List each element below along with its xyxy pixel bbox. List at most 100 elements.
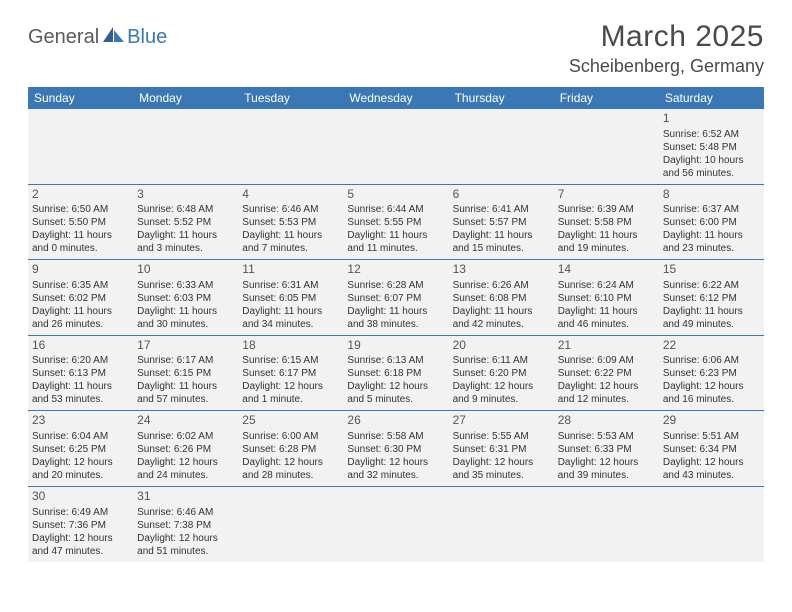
daylight-text: Daylight: 11 hours and 53 minutes. [32,380,129,406]
daylight-text: Daylight: 11 hours and 15 minutes. [453,229,550,255]
sunrise-text: Sunrise: 6:13 AM [347,354,444,367]
sunset-text: Sunset: 6:33 PM [558,443,655,456]
day-cell: 28Sunrise: 5:53 AMSunset: 6:33 PMDayligh… [554,411,659,487]
sunset-text: Sunset: 6:28 PM [242,443,339,456]
day-cell: 29Sunrise: 5:51 AMSunset: 6:34 PMDayligh… [659,411,764,487]
day-cell: 4Sunrise: 6:46 AMSunset: 5:53 PMDaylight… [238,184,343,260]
day-cell: 15Sunrise: 6:22 AMSunset: 6:12 PMDayligh… [659,260,764,336]
weekday-header: Monday [133,87,238,109]
day-cell: 24Sunrise: 6:02 AMSunset: 6:26 PMDayligh… [133,411,238,487]
day-cell: 19Sunrise: 6:13 AMSunset: 6:18 PMDayligh… [343,335,448,411]
day-cell: 8Sunrise: 6:37 AMSunset: 6:00 PMDaylight… [659,184,764,260]
sunrise-text: Sunrise: 6:52 AM [663,128,760,141]
day-cell: 14Sunrise: 6:24 AMSunset: 6:10 PMDayligh… [554,260,659,336]
sunrise-text: Sunrise: 6:46 AM [137,506,234,519]
sunset-text: Sunset: 5:52 PM [137,216,234,229]
daylight-text: Daylight: 12 hours and 43 minutes. [663,456,760,482]
day-number: 10 [137,262,234,278]
day-cell: 9Sunrise: 6:35 AMSunset: 6:02 PMDaylight… [28,260,133,336]
calendar-row: 16Sunrise: 6:20 AMSunset: 6:13 PMDayligh… [28,335,764,411]
sunset-text: Sunset: 6:26 PM [137,443,234,456]
sunrise-text: Sunrise: 6:44 AM [347,203,444,216]
day-cell: 11Sunrise: 6:31 AMSunset: 6:05 PMDayligh… [238,260,343,336]
sunset-text: Sunset: 6:23 PM [663,367,760,380]
day-number: 18 [242,338,339,354]
day-number: 2 [32,187,129,203]
logo: General Blue [28,26,167,49]
day-number: 15 [663,262,760,278]
day-number: 6 [453,187,550,203]
weekday-header: Sunday [28,87,133,109]
sunrise-text: Sunrise: 6:06 AM [663,354,760,367]
day-number: 19 [347,338,444,354]
day-number: 24 [137,413,234,429]
day-cell: 5Sunrise: 6:44 AMSunset: 5:55 PMDaylight… [343,184,448,260]
daylight-text: Daylight: 11 hours and 42 minutes. [453,305,550,331]
day-cell: 1Sunrise: 6:52 AMSunset: 5:48 PMDaylight… [659,109,764,184]
daylight-text: Daylight: 12 hours and 47 minutes. [32,532,129,558]
sunset-text: Sunset: 6:12 PM [663,292,760,305]
daylight-text: Daylight: 11 hours and 46 minutes. [558,305,655,331]
title-block: March 2025 Scheibenberg, Germany [569,20,764,77]
daylight-text: Daylight: 12 hours and 16 minutes. [663,380,760,406]
daylight-text: Daylight: 12 hours and 20 minutes. [32,456,129,482]
daylight-text: Daylight: 11 hours and 49 minutes. [663,305,760,331]
sunrise-text: Sunrise: 5:53 AM [558,430,655,443]
sunset-text: Sunset: 6:00 PM [663,216,760,229]
logo-sail-icon [103,26,125,49]
day-cell: 10Sunrise: 6:33 AMSunset: 6:03 PMDayligh… [133,260,238,336]
day-cell: 16Sunrise: 6:20 AMSunset: 6:13 PMDayligh… [28,335,133,411]
sunset-text: Sunset: 6:30 PM [347,443,444,456]
daylight-text: Daylight: 11 hours and 0 minutes. [32,229,129,255]
daylight-text: Daylight: 12 hours and 24 minutes. [137,456,234,482]
sunset-text: Sunset: 6:13 PM [32,367,129,380]
calendar-row: 1Sunrise: 6:52 AMSunset: 5:48 PMDaylight… [28,109,764,184]
sunrise-text: Sunrise: 6:17 AM [137,354,234,367]
sunset-text: Sunset: 6:15 PM [137,367,234,380]
day-number: 5 [347,187,444,203]
sunrise-text: Sunrise: 6:20 AM [32,354,129,367]
calendar-row: 2Sunrise: 6:50 AMSunset: 5:50 PMDaylight… [28,184,764,260]
sunrise-text: Sunrise: 6:39 AM [558,203,655,216]
day-number: 26 [347,413,444,429]
day-cell: 26Sunrise: 5:58 AMSunset: 6:30 PMDayligh… [343,411,448,487]
sunrise-text: Sunrise: 6:37 AM [663,203,760,216]
sunrise-text: Sunrise: 6:50 AM [32,203,129,216]
day-number: 12 [347,262,444,278]
day-number: 11 [242,262,339,278]
empty-cell [133,109,238,184]
empty-cell [659,486,764,561]
sunset-text: Sunset: 6:34 PM [663,443,760,456]
day-number: 27 [453,413,550,429]
calendar-row: 30Sunrise: 6:49 AMSunset: 7:36 PMDayligh… [28,486,764,561]
day-number: 14 [558,262,655,278]
month-title: March 2025 [569,20,764,54]
day-cell: 22Sunrise: 6:06 AMSunset: 6:23 PMDayligh… [659,335,764,411]
daylight-text: Daylight: 11 hours and 3 minutes. [137,229,234,255]
sunrise-text: Sunrise: 6:28 AM [347,279,444,292]
day-cell: 18Sunrise: 6:15 AMSunset: 6:17 PMDayligh… [238,335,343,411]
daylight-text: Daylight: 12 hours and 1 minute. [242,380,339,406]
weekday-header: Tuesday [238,87,343,109]
sunrise-text: Sunrise: 6:35 AM [32,279,129,292]
page: General Blue March 2025 Scheibenberg, Ge… [0,0,792,572]
weekday-header: Friday [554,87,659,109]
daylight-text: Daylight: 12 hours and 35 minutes. [453,456,550,482]
daylight-text: Daylight: 11 hours and 57 minutes. [137,380,234,406]
empty-cell [449,109,554,184]
day-cell: 20Sunrise: 6:11 AMSunset: 6:20 PMDayligh… [449,335,554,411]
sunset-text: Sunset: 5:55 PM [347,216,444,229]
day-number: 23 [32,413,129,429]
sunrise-text: Sunrise: 6:11 AM [453,354,550,367]
sunset-text: Sunset: 6:08 PM [453,292,550,305]
day-number: 22 [663,338,760,354]
calendar-head: SundayMondayTuesdayWednesdayThursdayFrid… [28,87,764,109]
sunset-text: Sunset: 6:05 PM [242,292,339,305]
day-number: 4 [242,187,339,203]
sunset-text: Sunset: 7:38 PM [137,519,234,532]
sunrise-text: Sunrise: 6:09 AM [558,354,655,367]
daylight-text: Daylight: 12 hours and 39 minutes. [558,456,655,482]
daylight-text: Daylight: 11 hours and 30 minutes. [137,305,234,331]
sunset-text: Sunset: 7:36 PM [32,519,129,532]
sunset-text: Sunset: 5:53 PM [242,216,339,229]
